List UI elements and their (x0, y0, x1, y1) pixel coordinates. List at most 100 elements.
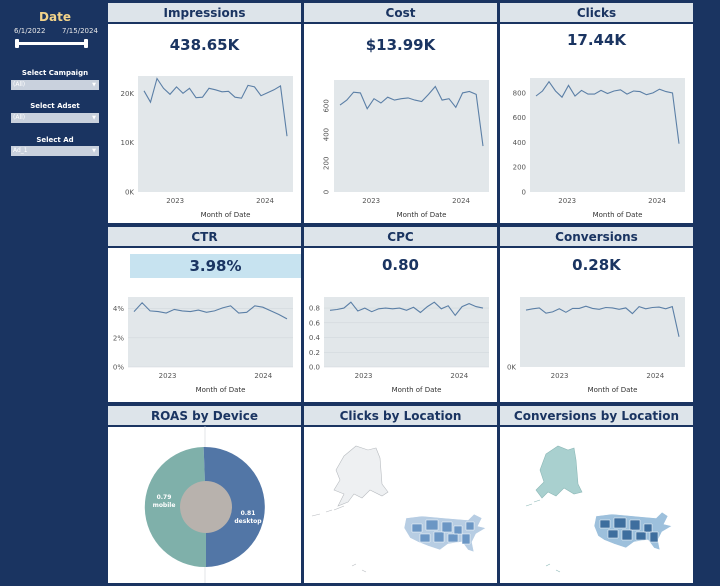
conversions-location-panel: Conversions by Location (500, 406, 693, 583)
conversions-location-title: Conversions by Location (500, 406, 693, 427)
impressions-y-tick-label: 10K (121, 139, 135, 147)
cpc-trend-chart: 0.8 0.6 0.4 0.2 0.0 2023 2024 Month of Date (309, 297, 489, 394)
ctr-title: CTR (108, 227, 301, 248)
ctr-value: 3.98% (130, 254, 301, 278)
adset-select[interactable]: (All) ▼ (11, 113, 99, 123)
roas-panel: ROAS by Device 0.79 mobile 0.81 desktop (108, 406, 301, 583)
date-range-slider[interactable] (16, 42, 88, 45)
roas-donut-chart: 0.79 mobile 0.81 desktop (144, 426, 265, 583)
clicks-y-tick-label: 400 (513, 139, 526, 147)
hawaii-islands (351, 563, 367, 573)
clicks-y-tick-label: 600 (513, 114, 526, 122)
cpc-y-tick-label: 0.4 (309, 334, 321, 342)
date-end: 7/15/2024 (62, 27, 98, 35)
conversions-panel: Conversions 0.28K 0K 2023 2024 Month of Dat… (500, 227, 693, 402)
date-start-handle[interactable] (15, 39, 19, 48)
impressions-title: Impressions (108, 3, 301, 24)
roas-desktop-label: desktop (234, 518, 262, 525)
us-map-region[interactable] (593, 511, 673, 551)
clicks-x-tick-label: 2023 (558, 197, 576, 205)
cpc-plot-area (324, 297, 489, 367)
roas-title: ROAS by Device (108, 406, 301, 427)
date-start: 6/1/2022 (14, 27, 46, 35)
chevron-down-icon: ▼ (92, 148, 96, 154)
alaska-region[interactable] (535, 445, 583, 499)
ctr-y-tick-label: 0% (113, 364, 124, 372)
conversions-y-tick-label: 0K (507, 364, 516, 372)
cpc-value: 0.80 (381, 256, 419, 274)
clicks-location-map[interactable] (304, 406, 497, 583)
clicks-plot-area (530, 78, 685, 192)
cpc-y-tick-label: 0.0 (309, 364, 320, 372)
conversions-x-tick-label: 2024 (646, 372, 664, 380)
date-end-handle[interactable] (84, 39, 88, 48)
clicks-x-tick-label: 2024 (648, 197, 666, 205)
conversions-title: Conversions (500, 227, 693, 248)
impressions-trend-chart: 20K 10K 0K 2023 2024 Month of Date (121, 76, 293, 219)
ctr-series-line (133, 302, 288, 320)
cost-plot-area (334, 80, 489, 192)
cost-panel: Cost $13.99K 600 400 200 0 2023 2024 Month of … (304, 3, 497, 223)
cpc-panel: CPC 0.80 0.8 0.6 0.4 0.2 0.0 2023 2024 Month of… (304, 227, 497, 402)
cost-y-tick-label: 200 (323, 157, 331, 170)
ctr-trend-chart: 4% 2% 0% 2023 2024 Month of Date (113, 297, 293, 394)
cost-x-tick-label: 2023 (362, 197, 380, 205)
clicks-location-title: Clicks by Location (304, 406, 497, 427)
clicks-title: Clicks (500, 3, 693, 24)
campaign-filter-label: Select Campaign (21, 69, 89, 77)
roas-slice-mobile[interactable] (144, 447, 206, 568)
roas-mobile-value: 0.79 (157, 494, 172, 501)
conversions-value: 0.28K (572, 256, 621, 274)
roas-slice-desktop[interactable] (203, 446, 265, 567)
clicks-value: 17.44K (566, 31, 627, 49)
conversions-series-line (525, 305, 680, 337)
impressions-panel: Impressions 438.65K 20K 10K 0K 2023 2024 Mont… (108, 3, 301, 223)
alaska-region[interactable] (333, 445, 389, 507)
chevron-down-icon: ▼ (92, 82, 96, 88)
conversions-trend-chart: 0K 2023 2024 Month of Date (507, 297, 685, 394)
cpc-series-line (329, 301, 484, 317)
clicks-x-axis-label: Month of Date (593, 211, 643, 219)
ad-select[interactable]: Ad_1 ▼ (11, 146, 99, 156)
ctr-x-axis-label: Month of Date (196, 386, 246, 394)
cpc-x-tick-label: 2023 (355, 372, 373, 380)
chevron-down-icon: ▼ (92, 115, 96, 121)
aleutian-islands (311, 505, 345, 517)
donut-hole (180, 481, 232, 533)
cost-trend-chart: 600 400 200 0 2023 2024 Month of Date (323, 80, 489, 219)
ctr-y-tick-label: 2% (113, 334, 124, 342)
us-states-shading (411, 519, 475, 545)
adset-select-value: (All) (13, 114, 26, 121)
cost-series-line (339, 85, 484, 147)
ctr-x-tick-label: 2024 (254, 372, 272, 380)
adset-filter-label: Select Adset (30, 102, 80, 110)
cost-x-tick-label: 2024 (452, 197, 470, 205)
cost-title: Cost (304, 3, 497, 24)
conversions-location-map[interactable] (500, 406, 693, 583)
impressions-value: 438.65K (169, 36, 240, 54)
ctr-panel: CTR 3.98% 4% 2% 0% 2023 2024 Month of Date (108, 227, 301, 402)
cpc-y-tick-label: 0.8 (309, 305, 320, 313)
impressions-x-tick-label: 2023 (166, 197, 184, 205)
cost-y-tick-label: 400 (323, 128, 331, 141)
cpc-y-tick-label: 0.2 (309, 349, 320, 357)
date-filter-title: Date (39, 10, 71, 24)
ctr-y-tick-label: 4% (113, 305, 124, 313)
clicks-y-tick-label: 200 (513, 164, 526, 172)
us-map-region[interactable] (403, 513, 487, 553)
clicks-trend-chart: 800 600 400 200 0 2023 2024 Month of Date (513, 78, 685, 219)
ctr-plot-area (128, 297, 293, 367)
conversions-x-axis-label: Month of Date (588, 386, 638, 394)
cpc-y-tick-label: 0.6 (309, 319, 321, 327)
filter-sidebar (3, 3, 105, 583)
campaign-select[interactable]: (All) ▼ (11, 80, 99, 90)
ad-filter-label: Select Ad (36, 136, 74, 144)
roas-mobile-label: mobile (153, 502, 176, 509)
aleutian-islands (525, 499, 541, 507)
impressions-y-tick-label: 0K (125, 189, 134, 197)
roas-desktop-value: 0.81 (241, 510, 256, 517)
impressions-series-line (143, 77, 288, 137)
cost-y-tick-label: 600 (323, 99, 331, 112)
cpc-x-tick-label: 2024 (450, 372, 468, 380)
